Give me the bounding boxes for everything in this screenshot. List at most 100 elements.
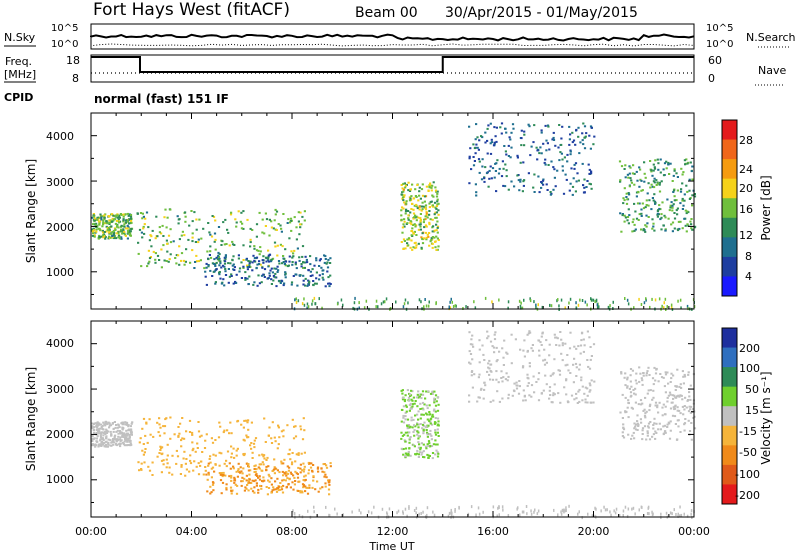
echo-cell xyxy=(327,488,331,491)
echo-cell xyxy=(672,406,675,409)
echo-cell xyxy=(530,512,533,516)
echo-cell xyxy=(640,189,643,192)
echo-cell xyxy=(224,257,227,260)
echo-cell xyxy=(250,487,253,490)
echo-cell xyxy=(588,382,591,385)
echo-cell xyxy=(679,298,682,302)
echo-cell xyxy=(400,420,403,423)
echo-cell xyxy=(284,272,287,275)
echo-cell xyxy=(603,505,605,509)
echo-cell xyxy=(291,261,294,263)
echo-cell xyxy=(652,389,655,392)
echo-cell xyxy=(451,300,453,304)
echo-cell xyxy=(537,175,540,178)
echo-cell xyxy=(321,306,323,310)
echo-cell xyxy=(675,513,677,516)
echo-cell xyxy=(434,443,437,446)
echo-cell xyxy=(113,441,116,444)
echo-cell xyxy=(96,435,99,438)
echo-cell xyxy=(672,174,675,177)
echo-cell xyxy=(105,428,108,431)
echo-cell xyxy=(643,172,646,175)
echo-cell xyxy=(423,305,425,309)
echo-cell xyxy=(230,211,233,214)
echo-cell xyxy=(316,480,319,483)
echo-cell xyxy=(130,422,133,425)
echo-cell xyxy=(566,160,569,163)
echo-cell xyxy=(669,204,672,207)
echo-cell xyxy=(303,429,306,432)
echo-cell xyxy=(142,225,145,228)
velocity-axis-ticks xyxy=(90,320,695,517)
echo-cell xyxy=(299,491,302,494)
echo-cell xyxy=(271,271,274,274)
echo-cell xyxy=(123,444,126,447)
echo-cell xyxy=(102,432,105,435)
echo-cell xyxy=(146,441,149,444)
echo-cell xyxy=(420,188,424,191)
echo-cell xyxy=(116,224,119,227)
echo-cell xyxy=(102,434,105,437)
echo-cell xyxy=(475,191,478,194)
echo-cell xyxy=(552,372,555,375)
echo-cell xyxy=(635,195,638,198)
echo-cell xyxy=(263,454,266,457)
echo-cell xyxy=(239,220,242,223)
echo-cell xyxy=(588,182,591,185)
echo-cell xyxy=(434,189,438,192)
echo-cell xyxy=(111,422,114,424)
echo-cell xyxy=(669,206,672,209)
echo-cell xyxy=(298,274,301,277)
echo-cell xyxy=(251,479,254,482)
echo-cell xyxy=(582,122,585,125)
echo-cell xyxy=(295,226,298,229)
echo-cell xyxy=(502,364,505,366)
echo-cell xyxy=(411,405,414,408)
echo-cell xyxy=(688,198,691,200)
echo-cell xyxy=(124,421,127,424)
echo-cell xyxy=(416,405,419,408)
echo-cell xyxy=(184,220,187,223)
echo-cell xyxy=(689,384,692,387)
echo-cell xyxy=(533,191,536,193)
echo-cell xyxy=(436,203,439,206)
echo-cell xyxy=(662,403,665,406)
nsky-label: N.Sky xyxy=(4,31,36,44)
echo-cell xyxy=(679,514,681,518)
echo-cell xyxy=(572,363,575,366)
echo-cell xyxy=(353,301,356,305)
echo-cell xyxy=(495,162,498,165)
echo-cell xyxy=(577,135,580,138)
echo-cell xyxy=(230,492,233,495)
echo-cell xyxy=(634,425,637,428)
echo-cell xyxy=(417,199,420,202)
echo-cell xyxy=(573,357,576,360)
echo-cell xyxy=(587,512,589,516)
echo-cell xyxy=(342,303,344,307)
echo-cell xyxy=(229,421,232,424)
echo-cell xyxy=(410,419,413,422)
echo-cell xyxy=(270,483,273,486)
echo-cell xyxy=(267,479,270,482)
echo-cell xyxy=(640,208,643,211)
echo-cell xyxy=(249,227,252,230)
echo-cell xyxy=(658,297,661,301)
echo-cell xyxy=(225,459,228,462)
echo-cell xyxy=(401,187,404,190)
echo-cell xyxy=(191,232,194,235)
echo-cell xyxy=(659,373,662,375)
echo-cell xyxy=(651,227,654,230)
echo-cell xyxy=(528,394,531,397)
echo-cell xyxy=(623,187,626,190)
echo-cell xyxy=(253,439,256,442)
echo-cell xyxy=(664,430,667,433)
echo-cell xyxy=(652,396,655,399)
echo-cell xyxy=(549,394,552,396)
echo-cell xyxy=(111,235,114,237)
echo-cell xyxy=(401,231,404,234)
echo-cell xyxy=(230,489,233,492)
echo-cell xyxy=(141,449,144,452)
echo-cell xyxy=(258,463,261,466)
echo-cell xyxy=(429,392,433,395)
echo-cell xyxy=(622,423,625,426)
